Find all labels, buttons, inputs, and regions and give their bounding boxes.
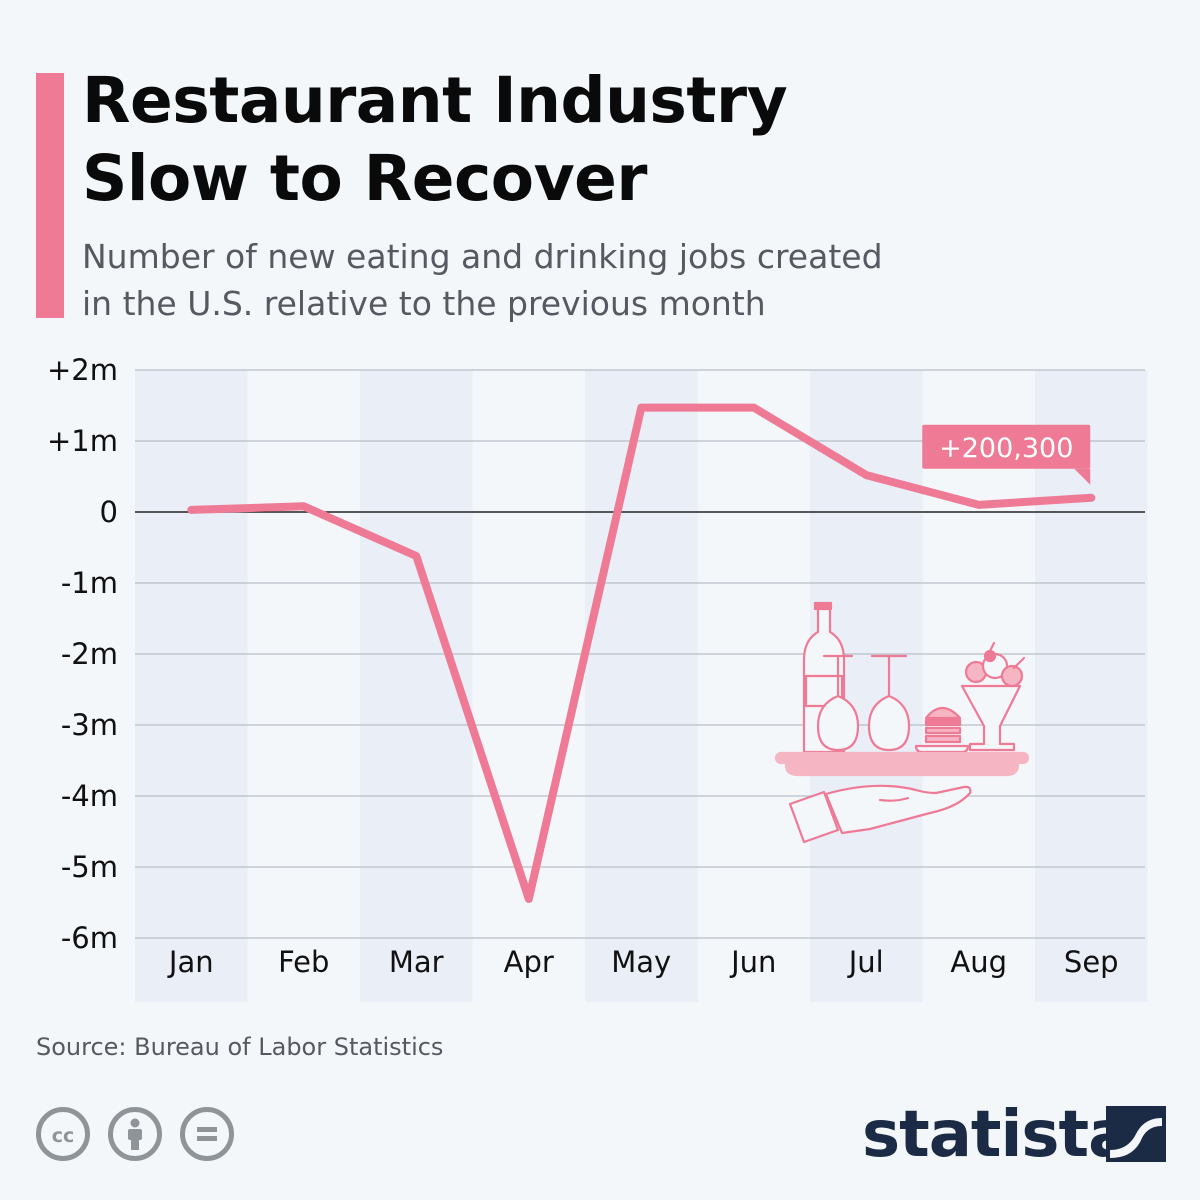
y-tick-label: +1m bbox=[47, 424, 118, 458]
y-axis-labels: +2m +1m 0 -1m -2m -3m -4m -5m -6m bbox=[47, 353, 118, 955]
chart-title: Restaurant Industry Slow to Recover bbox=[82, 62, 788, 218]
y-tick-label: -2m bbox=[61, 637, 118, 671]
x-tick-label: Aug bbox=[950, 945, 1007, 979]
data-point-feb bbox=[301, 504, 306, 509]
statista-logo-icon bbox=[1106, 1106, 1166, 1162]
annotation-label: +200,300 bbox=[939, 433, 1073, 464]
x-tick-label: Sep bbox=[1064, 945, 1119, 979]
column-band-mar bbox=[360, 370, 473, 1002]
subtitle-line-1: Number of new eating and drinking jobs c… bbox=[82, 237, 883, 276]
data-point-jul bbox=[864, 473, 869, 478]
data-point-jun bbox=[751, 405, 756, 410]
data-point-may bbox=[639, 405, 644, 410]
waiter-hand-tray-icon bbox=[774, 601, 1030, 844]
x-tick-label: Feb bbox=[278, 945, 329, 979]
title-line-2: Slow to Recover bbox=[82, 142, 647, 215]
data-point-aug bbox=[976, 502, 981, 507]
y-tick-label: 0 bbox=[100, 495, 118, 529]
y-tick-label: -6m bbox=[61, 921, 118, 955]
data-point-jan bbox=[189, 507, 194, 512]
annotation-pointer bbox=[1074, 468, 1091, 485]
attribution-icon[interactable] bbox=[108, 1107, 162, 1161]
column-band-feb bbox=[247, 370, 360, 1002]
column-bands bbox=[135, 370, 1148, 1002]
column-band-may bbox=[585, 370, 698, 1002]
y-tick-label: -4m bbox=[61, 779, 118, 813]
x-tick-label: May bbox=[611, 945, 671, 979]
column-band-jan bbox=[135, 370, 248, 1002]
data-point-mar bbox=[414, 554, 419, 559]
source-note: Source: Bureau of Labor Statistics bbox=[36, 1033, 444, 1061]
data-point-apr bbox=[526, 896, 531, 901]
y-tick-label: +2m bbox=[47, 353, 118, 387]
subtitle-line-2: in the U.S. relative to the previous mon… bbox=[82, 284, 766, 323]
title-line-1: Restaurant Industry bbox=[82, 64, 788, 137]
cc-icon[interactable]: cc bbox=[36, 1107, 90, 1161]
data-point-sep bbox=[1089, 495, 1094, 500]
x-axis-labels: Jan Feb Mar Apr May Jun Jul Aug Sep bbox=[167, 945, 1119, 979]
x-tick-label: Mar bbox=[389, 945, 444, 979]
x-tick-label: Apr bbox=[504, 945, 554, 979]
no-derivatives-icon[interactable] bbox=[180, 1107, 234, 1161]
column-band-sep bbox=[1035, 370, 1148, 1002]
y-tick-label: -3m bbox=[61, 708, 118, 742]
svg-text:cc: cc bbox=[52, 1125, 75, 1147]
column-band-apr bbox=[472, 370, 585, 1002]
x-tick-label: Jul bbox=[847, 945, 884, 979]
annotation-box bbox=[922, 424, 1091, 469]
chart-subtitle: Number of new eating and drinking jobs c… bbox=[82, 233, 1082, 327]
y-tick-label: -5m bbox=[61, 850, 118, 884]
x-tick-label: Jun bbox=[729, 945, 776, 979]
annotation-callout: +200,300 bbox=[922, 424, 1091, 485]
series-points bbox=[189, 405, 1094, 901]
x-tick-label: Jan bbox=[167, 945, 214, 979]
line-chart: +2m +1m 0 -1m -2m -3m -4m -5m -6m Jan Feb Mar Apr Ma… bbox=[47, 353, 1148, 1002]
y-tick-label: -1m bbox=[61, 566, 118, 600]
column-band-jun bbox=[697, 370, 810, 1002]
accent-bar bbox=[36, 73, 64, 318]
statista-logo[interactable]: statista bbox=[862, 1098, 1131, 1172]
